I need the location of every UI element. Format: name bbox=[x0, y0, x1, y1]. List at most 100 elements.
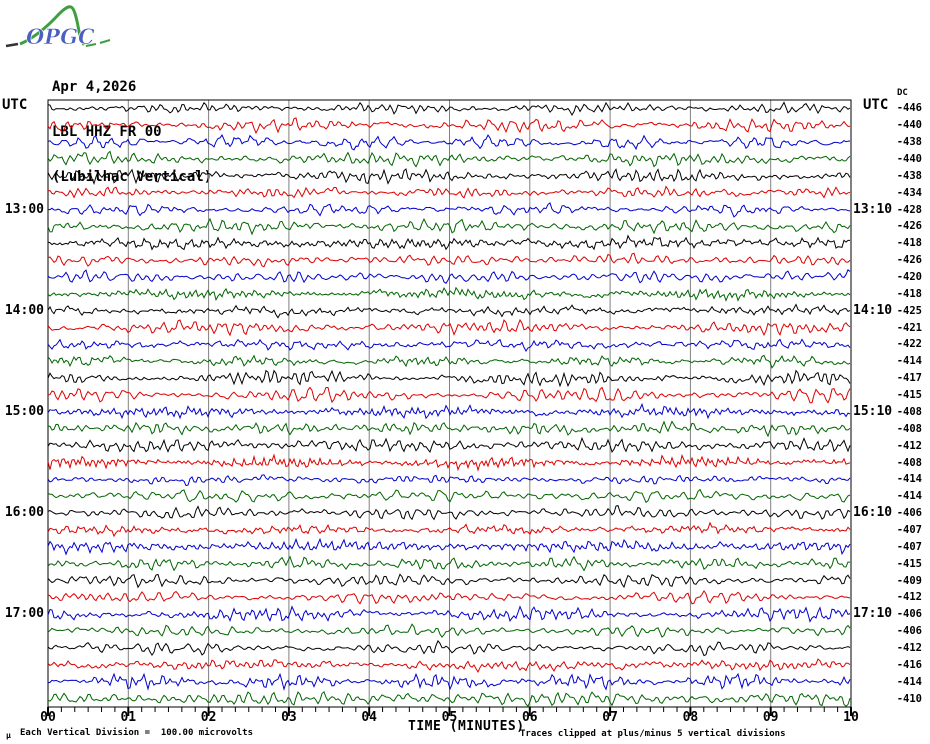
time-axis-label: TIME (MINUTES) bbox=[408, 719, 525, 734]
opgc-logo: OPGC bbox=[5, 5, 111, 49]
dc-offset-value: -418 bbox=[896, 287, 922, 300]
dc-offset-value: -420 bbox=[896, 271, 922, 284]
hour-label-right: 13:10 bbox=[853, 201, 893, 217]
seismogram-trace bbox=[47, 436, 851, 454]
plot-header: Apr 4,2026 LBL HHZ FR 00 (Lubilhac Verti… bbox=[52, 50, 212, 215]
hour-label-left: 15:00 bbox=[4, 403, 44, 419]
x-tick-label: 03 bbox=[281, 710, 297, 725]
hour-label-left: 14:00 bbox=[4, 302, 44, 318]
dc-offset-value: -408 bbox=[896, 405, 922, 418]
x-tick-label: 09 bbox=[762, 710, 779, 725]
seismogram-trace bbox=[47, 150, 851, 168]
seismogram-trace bbox=[47, 589, 851, 605]
dc-offset-value: -446 bbox=[896, 102, 922, 115]
dc-offset-value: -408 bbox=[896, 456, 922, 469]
x-tick-label: 07 bbox=[602, 710, 618, 725]
dc-offset-value: -408 bbox=[896, 422, 922, 435]
dc-offset-value: -414 bbox=[896, 355, 922, 368]
seismogram-trace bbox=[47, 268, 851, 285]
seismogram-trace bbox=[47, 402, 851, 420]
dc-offset-value: -414 bbox=[896, 473, 922, 486]
seismogram-trace bbox=[47, 318, 851, 337]
dc-offset-value: -434 bbox=[896, 186, 922, 199]
seismogram-trace bbox=[47, 202, 851, 218]
seismogram-trace bbox=[47, 185, 851, 199]
micro-symbol: µ bbox=[6, 731, 11, 740]
seismogram-trace bbox=[47, 286, 851, 302]
seismogram-trace bbox=[47, 521, 851, 538]
dc-offset-value: -414 bbox=[896, 490, 922, 503]
seismogram-trace bbox=[47, 303, 851, 319]
dc-offset-value: -412 bbox=[896, 641, 922, 654]
dc-offset-value: -425 bbox=[896, 304, 922, 317]
x-tick-label: 04 bbox=[361, 710, 378, 725]
seismogram-trace bbox=[47, 537, 851, 556]
seismogram-trace bbox=[48, 420, 851, 438]
header-date: Apr 4,2026 bbox=[52, 79, 137, 95]
seismogram-trace bbox=[47, 217, 851, 236]
seismogram-trace bbox=[47, 555, 851, 572]
dc-offset-value: -412 bbox=[896, 439, 922, 452]
seismogram-trace bbox=[47, 386, 851, 404]
dc-offset-value: -417 bbox=[896, 372, 922, 385]
dc-offset-value: -422 bbox=[896, 338, 922, 351]
dc-offset-value: -426 bbox=[896, 220, 922, 233]
logo-text: OPGC bbox=[26, 24, 95, 49]
seismogram-trace bbox=[47, 168, 851, 186]
x-tick-label: 10 bbox=[843, 710, 859, 725]
x-tick-label: 00 bbox=[40, 710, 56, 725]
vertical-division-note: Each Vertical Division = 100.00 microvol… bbox=[20, 728, 253, 738]
dc-offset-value: -412 bbox=[896, 591, 922, 604]
seismogram-trace bbox=[47, 101, 851, 117]
seismogram-trace bbox=[47, 488, 851, 504]
seismogram-trace bbox=[47, 474, 851, 487]
dc-offset-value: -421 bbox=[896, 321, 922, 334]
dc-offset-value: -407 bbox=[896, 540, 922, 553]
dc-offset-value: -415 bbox=[896, 389, 922, 402]
dc-offset-value: -438 bbox=[896, 169, 922, 182]
seismogram-trace bbox=[47, 354, 851, 369]
dc-offset-value: -440 bbox=[896, 119, 922, 132]
x-tick-label: 01 bbox=[120, 710, 137, 725]
dc-offset-value: -426 bbox=[896, 254, 922, 267]
dc-offset-value: -406 bbox=[896, 625, 922, 638]
dc-offset-value: -410 bbox=[896, 692, 922, 705]
seismogram-trace bbox=[47, 690, 851, 708]
hour-label-right: 17:10 bbox=[853, 606, 893, 622]
dc-offset-value: -415 bbox=[896, 557, 922, 570]
dc-offset-value: -406 bbox=[896, 507, 922, 520]
hour-label-left: 13:00 bbox=[4, 201, 44, 217]
dc-offset-value: -414 bbox=[896, 675, 922, 688]
seismogram-trace bbox=[47, 505, 851, 521]
utc-label-right: UTC bbox=[863, 97, 889, 113]
seismogram-trace bbox=[47, 672, 851, 692]
hour-label-right: 16:10 bbox=[853, 505, 893, 521]
seismogram-trace bbox=[47, 252, 851, 268]
seismogram-trace bbox=[47, 117, 850, 135]
dc-offset-value: -428 bbox=[896, 203, 922, 216]
seismogram-trace bbox=[47, 658, 851, 673]
dc-offset-value: -440 bbox=[896, 153, 922, 165]
seismogram-trace bbox=[47, 338, 851, 352]
seismogram-trace bbox=[47, 639, 851, 657]
utc-label-left: UTC bbox=[2, 97, 28, 113]
dc-offset-value: -416 bbox=[896, 658, 922, 671]
hour-label-right: 15:10 bbox=[853, 403, 893, 419]
dc-offset-value: -438 bbox=[896, 136, 922, 149]
seismogram-trace bbox=[47, 369, 851, 388]
dc-offset-value: -409 bbox=[896, 574, 922, 587]
dc-offset-value: -418 bbox=[896, 237, 922, 250]
seismogram-trace bbox=[47, 453, 851, 472]
x-tick-label: 08 bbox=[682, 710, 699, 725]
logo-dash-right bbox=[85, 39, 111, 47]
seismogram-trace bbox=[47, 133, 851, 151]
x-tick-label: 02 bbox=[200, 710, 217, 725]
seismogram-trace bbox=[47, 605, 851, 623]
logo-mountain-curve bbox=[19, 5, 86, 46]
header-channel: LBL HHZ FR 00 bbox=[52, 124, 162, 140]
x-tick-label: 06 bbox=[521, 710, 538, 725]
clipping-note: Traces clipped at plus/minus 5 vertical … bbox=[520, 729, 786, 739]
x-tick-label: 05 bbox=[441, 710, 458, 725]
